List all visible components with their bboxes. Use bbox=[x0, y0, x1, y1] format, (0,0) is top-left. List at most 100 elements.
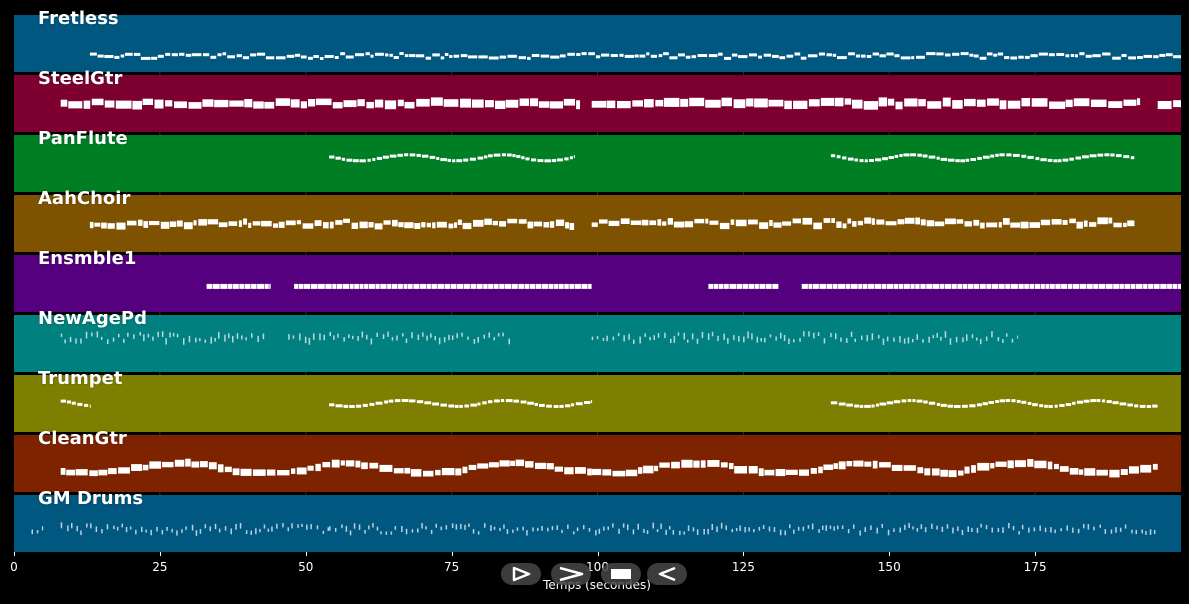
note bbox=[612, 336, 615, 341]
note bbox=[606, 335, 608, 342]
note bbox=[267, 528, 270, 532]
note bbox=[835, 333, 837, 340]
track-panflute[interactable]: PanFlute bbox=[14, 128, 1181, 192]
note bbox=[1083, 220, 1088, 227]
note bbox=[576, 53, 581, 56]
note bbox=[399, 52, 404, 55]
x-tick-label: 75 bbox=[443, 560, 460, 574]
note bbox=[100, 336, 103, 340]
note bbox=[1011, 283, 1018, 289]
note bbox=[995, 153, 999, 157]
note bbox=[183, 338, 185, 345]
note bbox=[564, 157, 569, 161]
note bbox=[624, 54, 634, 58]
note bbox=[462, 222, 472, 230]
note bbox=[719, 222, 730, 230]
note bbox=[595, 530, 597, 536]
note bbox=[335, 220, 343, 225]
note bbox=[999, 100, 1007, 110]
track-aahchoir[interactable]: AahChoir bbox=[14, 188, 1181, 252]
track-ensmble1[interactable]: Ensmble1 bbox=[14, 248, 1181, 312]
note bbox=[657, 333, 660, 338]
note bbox=[1065, 403, 1072, 406]
note bbox=[910, 153, 917, 157]
note bbox=[692, 527, 695, 532]
note bbox=[1006, 153, 1012, 157]
note bbox=[957, 526, 959, 532]
note bbox=[441, 468, 455, 476]
note bbox=[738, 55, 748, 59]
note bbox=[633, 339, 635, 344]
note bbox=[241, 335, 243, 340]
note bbox=[327, 527, 329, 531]
note bbox=[444, 283, 451, 289]
note bbox=[953, 405, 961, 408]
track-gm-drums[interactable]: GM Drums bbox=[14, 488, 1181, 552]
note bbox=[239, 283, 245, 289]
note bbox=[632, 529, 635, 535]
note bbox=[800, 56, 807, 60]
track-newagepd[interactable]: NewAgePd bbox=[14, 308, 1181, 372]
note bbox=[876, 219, 885, 225]
rewind-button[interactable] bbox=[647, 563, 687, 585]
track-steelgtr[interactable]: SteelGtr bbox=[14, 68, 1181, 132]
note bbox=[332, 283, 337, 289]
note bbox=[91, 332, 93, 337]
note bbox=[923, 400, 928, 404]
note bbox=[477, 463, 489, 469]
note bbox=[912, 338, 914, 343]
note bbox=[1124, 283, 1131, 289]
note bbox=[142, 98, 153, 105]
stop-button[interactable] bbox=[601, 563, 641, 585]
note bbox=[1087, 283, 1093, 289]
note bbox=[551, 526, 554, 531]
forward-button[interactable] bbox=[551, 563, 591, 585]
note bbox=[464, 524, 466, 530]
note bbox=[304, 336, 307, 344]
note bbox=[1012, 526, 1015, 531]
note bbox=[365, 52, 370, 56]
play-button[interactable] bbox=[501, 563, 541, 585]
note bbox=[150, 529, 152, 536]
note bbox=[1137, 56, 1143, 59]
note bbox=[977, 156, 982, 160]
note bbox=[957, 283, 963, 289]
note bbox=[760, 338, 762, 342]
note bbox=[944, 331, 947, 338]
note bbox=[920, 283, 926, 289]
note bbox=[300, 101, 307, 109]
note bbox=[422, 332, 424, 337]
note bbox=[853, 460, 864, 467]
note bbox=[1134, 404, 1139, 408]
note bbox=[77, 402, 83, 406]
note bbox=[912, 526, 914, 530]
note bbox=[1005, 399, 1011, 402]
note bbox=[403, 283, 408, 289]
note bbox=[212, 283, 220, 289]
note bbox=[598, 528, 601, 534]
note bbox=[1020, 221, 1029, 229]
note bbox=[392, 219, 398, 227]
note bbox=[440, 56, 445, 60]
x-tick-label: 125 bbox=[731, 560, 755, 574]
note bbox=[1115, 527, 1117, 533]
note bbox=[940, 469, 948, 477]
note bbox=[440, 158, 447, 162]
track-fretless[interactable]: Fretless bbox=[14, 8, 1181, 72]
track-cleangtr[interactable]: CleanGtr bbox=[14, 428, 1181, 492]
note bbox=[489, 462, 499, 468]
note bbox=[860, 54, 866, 58]
note bbox=[512, 154, 516, 158]
note bbox=[1109, 469, 1120, 478]
note bbox=[657, 219, 662, 226]
note bbox=[472, 529, 475, 534]
note bbox=[933, 283, 940, 289]
note bbox=[143, 221, 149, 228]
note bbox=[436, 157, 440, 160]
track-trumpet[interactable]: Trumpet bbox=[14, 368, 1181, 432]
note bbox=[904, 217, 915, 224]
note bbox=[36, 530, 39, 534]
note bbox=[460, 98, 471, 108]
note bbox=[405, 338, 408, 343]
note bbox=[1065, 99, 1073, 108]
